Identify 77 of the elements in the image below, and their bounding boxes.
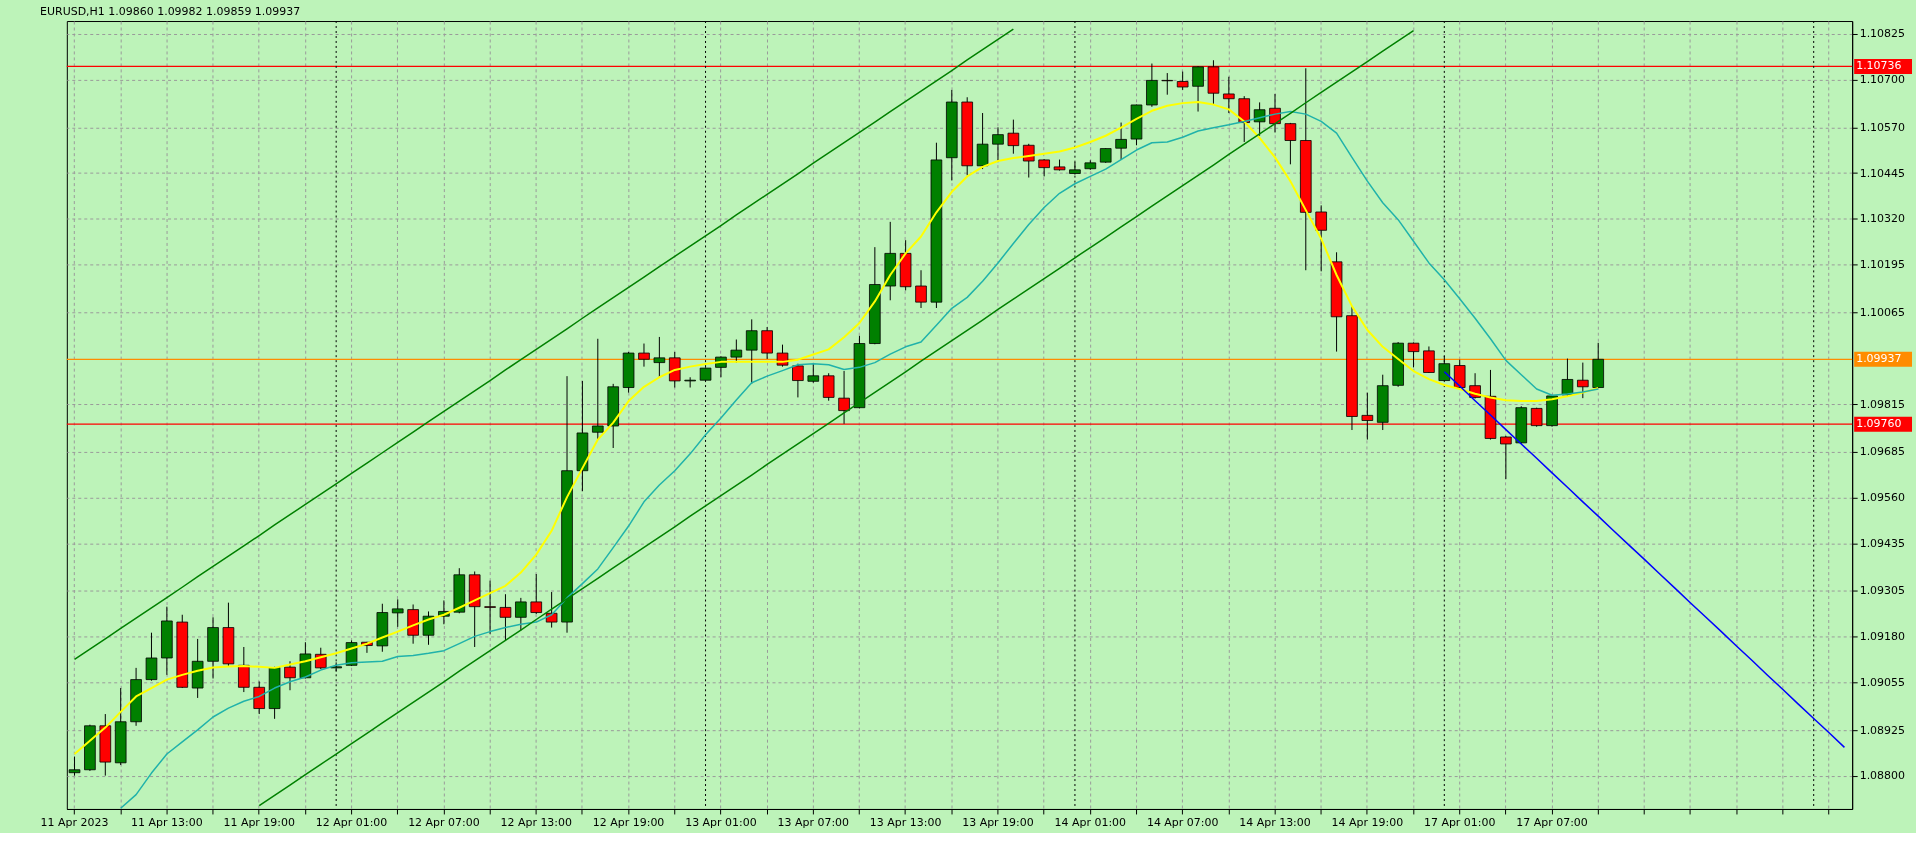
candlestick bbox=[499, 593, 512, 641]
candlestick bbox=[422, 610, 435, 646]
candlestick bbox=[653, 336, 666, 379]
candlestick bbox=[638, 343, 650, 368]
candlestick bbox=[915, 269, 927, 309]
candlestick bbox=[284, 660, 296, 691]
candlestick bbox=[1038, 158, 1050, 177]
candlestick bbox=[530, 573, 543, 615]
x-tick-label: 17 Apr 01:00 bbox=[1423, 816, 1496, 830]
ref-line-label: 1.09760 bbox=[1856, 417, 1902, 431]
candlestick bbox=[1115, 122, 1127, 161]
x-tick-label: 13 Apr 07:00 bbox=[777, 816, 850, 830]
candlestick bbox=[730, 339, 743, 364]
x-tick-label: 12 Apr 07:00 bbox=[408, 816, 480, 830]
x-tick-label: 11 Apr 13:00 bbox=[131, 816, 203, 830]
y-tick-label: 1.09685 bbox=[1859, 445, 1906, 459]
candlestick bbox=[976, 112, 989, 170]
x-tick-label: 14 Apr 19:00 bbox=[1331, 816, 1404, 830]
x-tick-label: 14 Apr 01:00 bbox=[1054, 816, 1127, 830]
x-tick-label: 12 Apr 01:00 bbox=[315, 816, 388, 830]
candlestick bbox=[1007, 119, 1020, 155]
candlestick bbox=[1176, 71, 1189, 91]
candlestick bbox=[668, 351, 681, 389]
x-tick-label: 13 Apr 19:00 bbox=[962, 816, 1034, 830]
y-tick-label: 1.10570 bbox=[1859, 120, 1906, 134]
candlestick bbox=[484, 580, 496, 635]
candlestick bbox=[1253, 101, 1266, 137]
y-tick-label: 1.09305 bbox=[1859, 584, 1906, 598]
candlestick bbox=[1407, 341, 1420, 368]
x-tick-label: 11 Apr 19:00 bbox=[223, 816, 295, 830]
x-tick-label: 12 Apr 13:00 bbox=[500, 816, 573, 830]
ref-line-label: 1.10736 bbox=[1856, 59, 1902, 73]
y-tick-label: 1.10445 bbox=[1859, 166, 1906, 180]
candlestick bbox=[684, 376, 696, 389]
y-tick-label: 1.09815 bbox=[1859, 397, 1906, 411]
x-tick-label: 13 Apr 01:00 bbox=[685, 816, 757, 830]
y-tick-label: 1.09435 bbox=[1859, 536, 1906, 550]
candlestick bbox=[1315, 204, 1327, 272]
candlestick bbox=[515, 597, 527, 631]
y-tick-label: 1.10825 bbox=[1859, 27, 1906, 41]
candlestick bbox=[1284, 122, 1297, 165]
ref-line-label: 1.09937 bbox=[1856, 352, 1902, 366]
candlestick bbox=[145, 632, 158, 682]
y-tick-label: 1.08800 bbox=[1859, 769, 1906, 783]
candlestick bbox=[391, 598, 404, 628]
candlestick bbox=[1192, 65, 1204, 113]
candlestick bbox=[1500, 435, 1512, 480]
y-tick-label: 1.08925 bbox=[1859, 723, 1906, 737]
x-tick-label: 13 Apr 13:00 bbox=[869, 816, 942, 830]
candlestick bbox=[1161, 72, 1174, 96]
y-tick-label: 1.09055 bbox=[1859, 676, 1906, 690]
y-tick-label: 1.09180 bbox=[1859, 630, 1906, 644]
candlestick bbox=[592, 338, 604, 441]
x-tick-label: 11 Apr 2023 bbox=[40, 816, 109, 830]
y-tick-label: 1.10320 bbox=[1859, 212, 1906, 226]
candlestick bbox=[1223, 76, 1235, 114]
candlestick bbox=[992, 126, 1004, 163]
x-tick-label: 12 Apr 19:00 bbox=[592, 816, 665, 830]
y-tick-label: 1.09560 bbox=[1859, 490, 1906, 504]
candlestick bbox=[1577, 362, 1589, 399]
chart-title: EURUSD,H1 1.09860 1.09982 1.09859 1.09937 bbox=[40, 4, 301, 18]
x-tick-label: 17 Apr 07:00 bbox=[1516, 816, 1588, 830]
y-tick-label: 1.10700 bbox=[1859, 73, 1906, 87]
candlestick bbox=[822, 372, 835, 402]
line-series bbox=[73, 28, 1015, 661]
candlestick bbox=[745, 318, 758, 385]
candlestick bbox=[792, 363, 804, 398]
candlestick bbox=[1423, 345, 1435, 374]
candlestick bbox=[238, 646, 250, 693]
y-tick-label: 1.10065 bbox=[1859, 305, 1906, 319]
line-series bbox=[258, 29, 1415, 807]
x-tick-label: 14 Apr 13:00 bbox=[1239, 816, 1311, 830]
x-tick-label: 14 Apr 07:00 bbox=[1146, 816, 1219, 830]
candlestick bbox=[253, 680, 265, 715]
candlestick bbox=[807, 363, 820, 384]
candlestick bbox=[761, 326, 773, 360]
y-tick-label: 1.10195 bbox=[1859, 258, 1906, 272]
